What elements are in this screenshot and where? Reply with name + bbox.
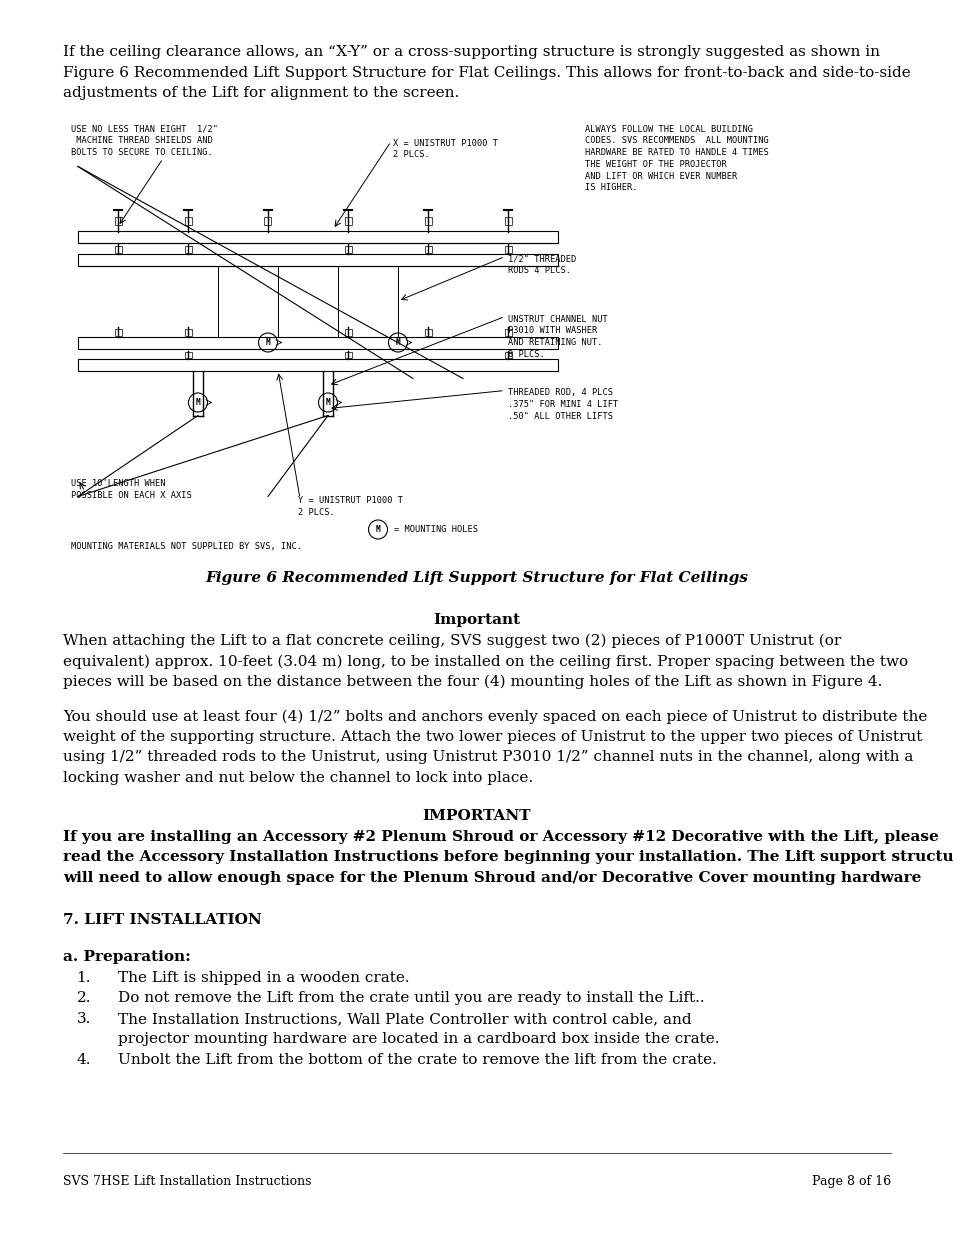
Text: = MOUNTING HOLES: = MOUNTING HOLES (395, 525, 478, 534)
Bar (424, 216, 431, 225)
Bar (344, 352, 351, 357)
Bar (504, 246, 511, 252)
Bar (424, 329, 431, 336)
Text: 1/2" THREADED
RODS 4 PLCS.: 1/2" THREADED RODS 4 PLCS. (507, 254, 576, 275)
Bar (184, 246, 192, 252)
Text: X = UNISTRUT P1000 T
2 PLCS.: X = UNISTRUT P1000 T 2 PLCS. (393, 138, 497, 159)
Bar (344, 246, 351, 252)
Text: weight of the supporting structure. Attach the two lower pieces of Unistrut to t: weight of the supporting structure. Atta… (63, 730, 922, 743)
Text: locking washer and nut below the channel to lock into place.: locking washer and nut below the channel… (63, 771, 533, 785)
Text: Y = UNISTRUT P1000 T
2 PLCS.: Y = UNISTRUT P1000 T 2 PLCS. (297, 496, 402, 517)
Text: 1.: 1. (76, 971, 91, 984)
Text: Figure 6 Recommended Lift Support Structure for Flat Ceilings: Figure 6 Recommended Lift Support Struct… (205, 572, 748, 585)
Bar (424, 246, 431, 252)
Text: USE 10'LENGTH WHEN
POSSIBLE ON EACH X AXIS: USE 10'LENGTH WHEN POSSIBLE ON EACH X AX… (71, 479, 192, 500)
Bar (78, 358, 558, 370)
Bar (344, 329, 351, 336)
Text: M: M (375, 525, 380, 534)
Bar (504, 352, 511, 357)
Text: Figure 6 Recommended Lift Support Structure for Flat Ceilings. This allows for f: Figure 6 Recommended Lift Support Struct… (63, 65, 910, 79)
Text: IMPORTANT: IMPORTANT (422, 809, 531, 824)
Text: When attaching the Lift to a flat concrete ceiling, SVS suggest two (2) pieces o: When attaching the Lift to a flat concre… (63, 634, 841, 648)
Bar (114, 216, 121, 225)
Text: USE NO LESS THAN EIGHT  1/2"
 MACHINE THREAD SHIELDS AND
BOLTS TO SECURE TO CEIL: USE NO LESS THAN EIGHT 1/2" MACHINE THRE… (71, 125, 218, 157)
Bar (78, 231, 558, 243)
Text: M: M (395, 338, 400, 347)
Text: 2.: 2. (76, 992, 91, 1005)
Text: equivalent) approx. 10-feet (3.04 m) long, to be installed on the ceiling first.: equivalent) approx. 10-feet (3.04 m) lon… (63, 655, 907, 669)
Text: If the ceiling clearance allows, an “X-Y” or a cross-supporting structure is str: If the ceiling clearance allows, an “X-Y… (63, 44, 879, 59)
Text: SVS 7HSE Lift Installation Instructions: SVS 7HSE Lift Installation Instructions (63, 1174, 312, 1188)
Text: If you are installing an Accessory #2 Plenum Shroud or Accessory #12 Decorative : If you are installing an Accessory #2 Pl… (63, 830, 938, 844)
Text: M: M (265, 338, 270, 347)
Text: read the Accessory Installation Instructions before beginning your installation.: read the Accessory Installation Instruct… (63, 851, 953, 864)
Text: Important: Important (433, 614, 520, 627)
Text: 4.: 4. (76, 1053, 91, 1067)
Text: pieces will be based on the distance between the four (4) mounting holes of the : pieces will be based on the distance bet… (63, 676, 882, 689)
Bar (264, 216, 272, 225)
Text: ALWAYS FOLLOW THE LOCAL BUILDING
CODES. SVS RECOMMENDS  ALL MOUNTING
HARDWARE BE: ALWAYS FOLLOW THE LOCAL BUILDING CODES. … (584, 125, 768, 193)
Text: Page 8 of 16: Page 8 of 16 (811, 1174, 890, 1188)
Text: Do not remove the Lift from the crate until you are ready to install the Lift..: Do not remove the Lift from the crate un… (118, 992, 704, 1005)
Text: THREADED ROD, 4 PLCS
.375" FOR MINI 4 LIFT
.50" ALL OTHER LIFTS: THREADED ROD, 4 PLCS .375" FOR MINI 4 LI… (507, 389, 618, 421)
Bar (184, 216, 192, 225)
Text: You should use at least four (4) 1/2” bolts and anchors evenly spaced on each pi: You should use at least four (4) 1/2” bo… (63, 709, 926, 724)
Text: will need to allow enough space for the Plenum Shroud and/or Decorative Cover mo: will need to allow enough space for the … (63, 871, 921, 885)
Text: 3.: 3. (76, 1011, 91, 1026)
Text: Unbolt the Lift from the bottom of the crate to remove the lift from the crate.: Unbolt the Lift from the bottom of the c… (118, 1053, 716, 1067)
Text: using 1/2” threaded rods to the Unistrut, using Unistrut P3010 1/2” channel nuts: using 1/2” threaded rods to the Unistrut… (63, 751, 912, 764)
Text: UNSTRUT CHANNEL NUT
P3010 WITH WASHER
AND RETAINING NUT.
8 PLCS.: UNSTRUT CHANNEL NUT P3010 WITH WASHER AN… (507, 315, 607, 359)
Bar (344, 216, 351, 225)
Text: a. Preparation:: a. Preparation: (63, 951, 191, 965)
Text: M: M (195, 398, 200, 408)
Bar (78, 253, 558, 266)
Text: projector mounting hardware are located in a cardboard box inside the crate.: projector mounting hardware are located … (118, 1032, 719, 1046)
Bar (184, 329, 192, 336)
Bar (78, 336, 558, 348)
Text: M: M (325, 398, 330, 408)
Text: adjustments of the Lift for alignment to the screen.: adjustments of the Lift for alignment to… (63, 86, 458, 100)
Text: The Installation Instructions, Wall Plate Controller with control cable, and: The Installation Instructions, Wall Plat… (118, 1011, 691, 1026)
Bar (184, 352, 192, 357)
Text: 7. LIFT INSTALLATION: 7. LIFT INSTALLATION (63, 914, 261, 927)
Bar (504, 216, 511, 225)
Bar (504, 329, 511, 336)
Bar (114, 246, 121, 252)
Bar (114, 329, 121, 336)
Text: The Lift is shipped in a wooden crate.: The Lift is shipped in a wooden crate. (118, 971, 409, 984)
Text: MOUNTING MATERIALS NOT SUPPLIED BY SVS, INC.: MOUNTING MATERIALS NOT SUPPLIED BY SVS, … (71, 541, 302, 551)
